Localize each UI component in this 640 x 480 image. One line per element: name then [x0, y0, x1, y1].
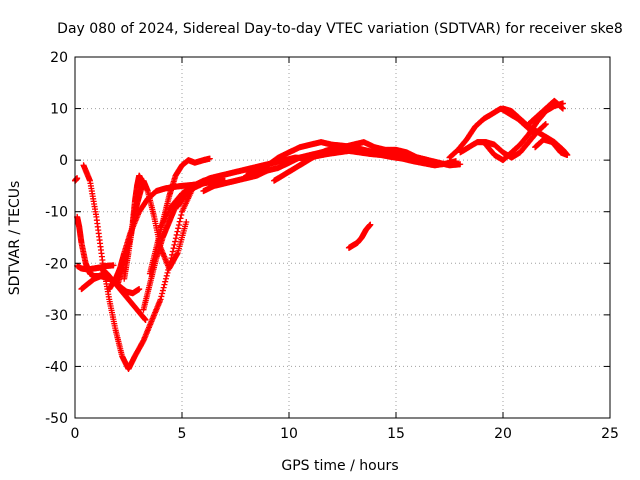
y-tick-label: -50 — [45, 411, 68, 427]
data-point-plus — [348, 142, 355, 149]
data-point-plus — [175, 225, 182, 232]
series-arc15 — [243, 139, 464, 179]
data-point-plus — [170, 245, 177, 252]
data-point-plus — [159, 287, 166, 294]
data-point-plus — [173, 231, 180, 238]
grid-lines — [75, 57, 610, 418]
data-point-plus — [138, 177, 145, 184]
x-tick-label: 25 — [601, 426, 619, 442]
y-tick-label: -40 — [45, 359, 68, 375]
data-point-plus — [158, 293, 165, 300]
x-axis-label: GPS time / hours — [281, 458, 398, 474]
data-points — [72, 97, 571, 373]
data-point-plus — [172, 235, 179, 242]
data-point-plus — [183, 219, 190, 226]
series-arc16 — [271, 142, 355, 184]
series-arc17 — [345, 221, 374, 251]
data-point-plus — [169, 248, 176, 255]
data-point-plus — [176, 218, 183, 225]
data-point-plus — [164, 269, 171, 276]
data-point-plus — [161, 281, 168, 288]
plot-frame — [74, 56, 611, 419]
series-arc23 — [532, 136, 571, 158]
data-point-plus — [157, 296, 164, 303]
x-tick-label: 5 — [178, 426, 187, 442]
data-point-plus — [162, 275, 169, 282]
x-tick-label: 20 — [494, 426, 512, 442]
data-point-plus — [110, 262, 117, 269]
data-point-plus — [177, 215, 184, 222]
data-point-plus — [172, 238, 179, 245]
data-point-plus — [136, 286, 143, 293]
chart-title: Day 080 of 2024, Sidereal Day-to-day VTE… — [57, 21, 623, 37]
x-tick-label: 0 — [71, 426, 80, 442]
y-tick-label: -20 — [45, 256, 68, 272]
y-tick-label: -30 — [45, 308, 68, 324]
data-point-plus — [159, 290, 166, 297]
data-point-plus — [174, 228, 181, 235]
data-point-plus — [162, 278, 169, 285]
y-tick-label: 0 — [59, 153, 68, 169]
data-point-plus — [163, 272, 170, 279]
data-point-plus — [175, 221, 182, 228]
series-arc9 — [121, 172, 145, 282]
y-tick-label: 20 — [50, 50, 68, 66]
series-arc11 — [146, 155, 213, 277]
x-tick-label: 10 — [280, 426, 298, 442]
y-tick-label: 10 — [50, 102, 68, 118]
series-arc1 — [72, 175, 81, 184]
data-point-plus — [178, 212, 185, 219]
data-point-plus — [160, 284, 167, 291]
data-point-plus — [457, 161, 464, 168]
y-axis-label: SDTVAR / TECUs — [7, 181, 23, 296]
x-tick-label: 15 — [387, 426, 405, 442]
data-point-plus — [206, 155, 213, 162]
data-point-plus — [142, 317, 149, 324]
y-tick-label: -10 — [45, 205, 68, 221]
series-arc3 — [74, 262, 117, 273]
data-point-plus — [171, 241, 178, 248]
data-point-plus — [367, 221, 374, 228]
